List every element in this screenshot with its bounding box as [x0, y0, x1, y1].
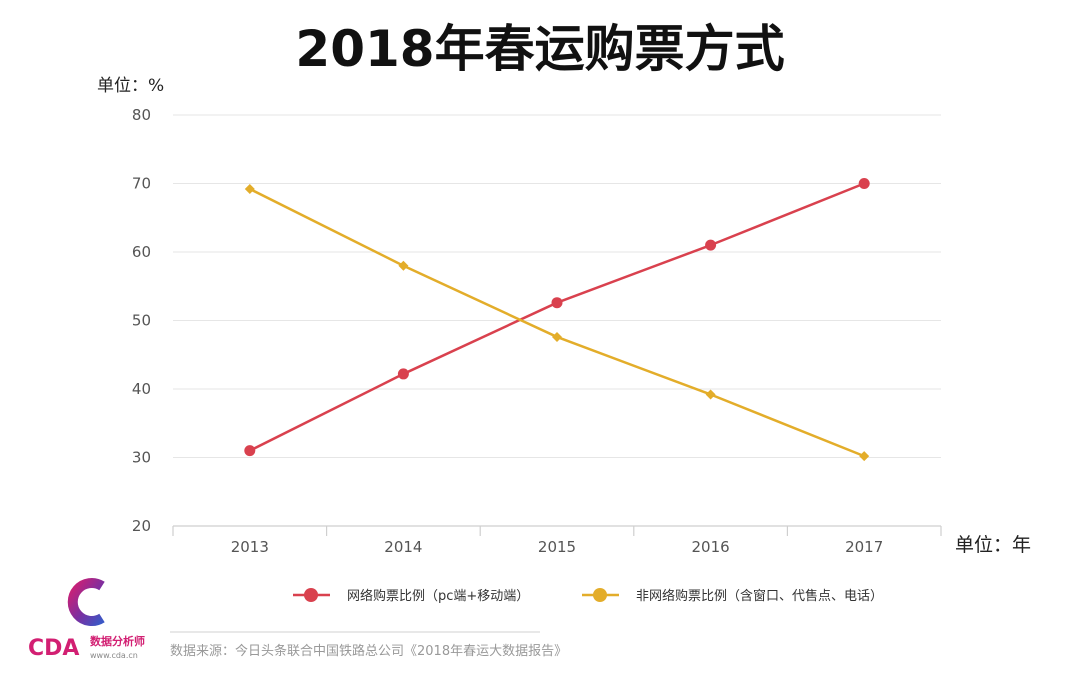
gridlines [173, 114, 941, 458]
x-tick-label: 2013 [231, 538, 269, 556]
logo-c-mark [67, 578, 105, 626]
data-point[interactable] [705, 239, 717, 251]
legend-item-offline[interactable]: 非网络购票比例（含窗口、代售点、电话） [582, 588, 883, 604]
cda-logo: CDA 数据分析师 www.cda.cn [28, 578, 145, 661]
x-axis: 2013 2014 2015 2016 2017 [172, 525, 942, 556]
logo-brand-text: CDA [28, 636, 79, 661]
data-point[interactable] [398, 260, 409, 271]
data-point[interactable] [551, 297, 563, 309]
y-tick-label: 30 [132, 449, 151, 467]
series-line [249, 187, 865, 458]
data-point[interactable] [858, 178, 870, 189]
y-tick-label: 20 [132, 517, 151, 535]
data-point[interactable] [397, 368, 409, 380]
legend-label-online: 网络购票比例（pc端+移动端） [347, 588, 529, 604]
series-1 [244, 183, 870, 462]
x-tick-label: 2016 [692, 538, 730, 556]
legend-marker-offline [593, 588, 607, 602]
y-tick-label: 60 [132, 243, 151, 261]
y-axis-unit-label: 单位：% [97, 76, 164, 96]
x-tick-label: 2014 [384, 538, 422, 556]
data-point[interactable] [705, 389, 716, 400]
x-tick-label: 2017 [845, 538, 883, 556]
y-axis-ticks: 20 30 40 50 60 70 80 [132, 106, 151, 535]
legend-marker-online [304, 588, 318, 602]
x-tick-label: 2015 [538, 538, 576, 556]
legend-item-online[interactable]: 网络购票比例（pc端+移动端） [293, 588, 529, 604]
y-tick-label: 80 [132, 106, 151, 124]
series-layer [244, 178, 870, 462]
logo-url: www.cda.cn [90, 651, 138, 660]
source-note: 数据来源：今日头条联合中国铁路总公司《2018年春运大数据报告》 [170, 643, 567, 659]
y-tick-label: 40 [132, 380, 151, 398]
logo-tagline: 数据分析师 [90, 634, 145, 648]
x-axis-unit-label: 单位：年 [955, 534, 1031, 556]
data-point[interactable] [244, 445, 256, 457]
data-point[interactable] [244, 183, 255, 194]
y-tick-label: 70 [132, 175, 151, 193]
legend: 网络购票比例（pc端+移动端） 非网络购票比例（含窗口、代售点、电话） [293, 588, 883, 604]
series-line [249, 182, 865, 452]
data-point[interactable] [859, 451, 870, 462]
legend-label-offline: 非网络购票比例（含窗口、代售点、电话） [636, 588, 883, 604]
series-0 [244, 178, 870, 457]
data-point[interactable] [552, 331, 562, 342]
chart-title: 2018年春运购票方式 [295, 20, 784, 78]
y-tick-label: 50 [132, 312, 151, 330]
